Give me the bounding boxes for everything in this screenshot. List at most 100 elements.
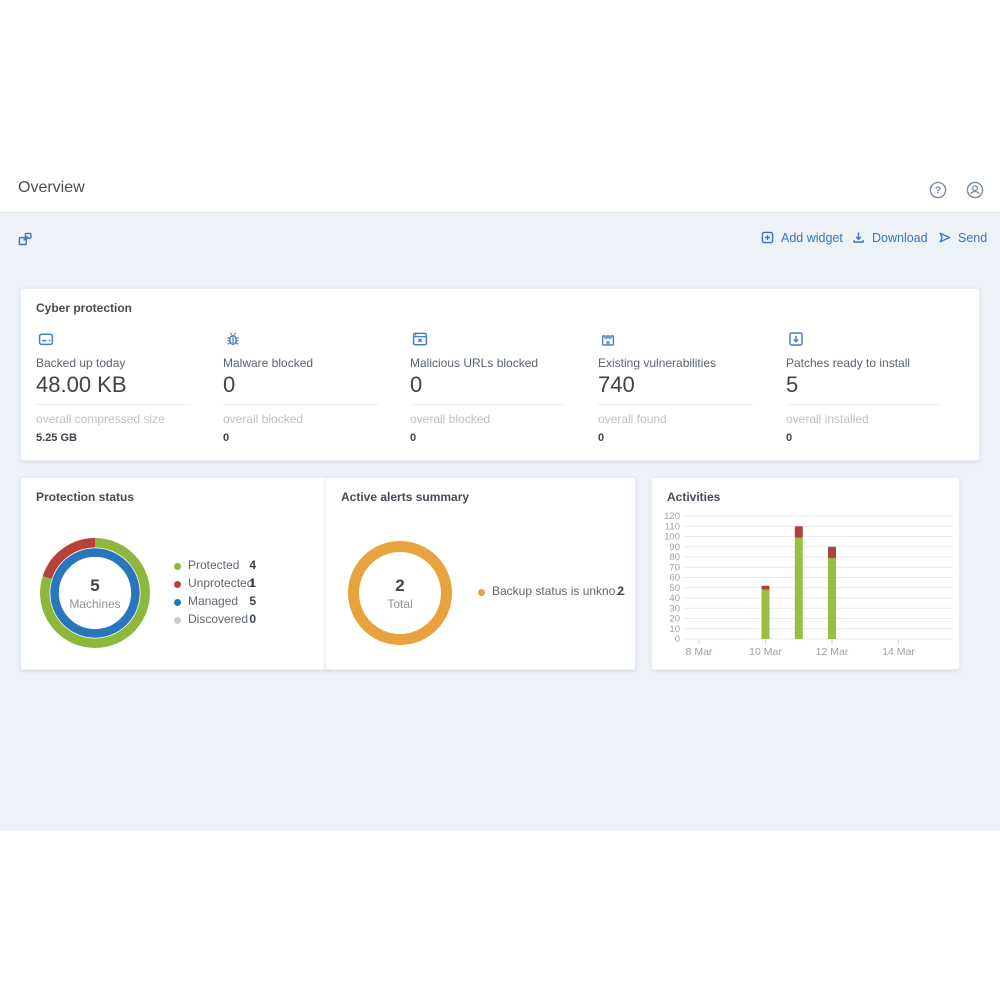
legend-label: Unprotected: [188, 576, 254, 590]
stat-value: 0: [410, 372, 423, 397]
ring-managed: [50, 548, 140, 638]
malware-bug-icon: [223, 329, 243, 349]
stat-sub-value: 0: [786, 432, 793, 444]
legend-dot: [478, 589, 485, 596]
stat-sub-value: 0: [598, 432, 605, 444]
x-tick-label: 10 Mar: [749, 646, 782, 658]
account-icon[interactable]: [966, 181, 984, 199]
add-widget-label: Add widget: [781, 230, 843, 245]
stat-malicious-urls-blocked: Malicious URLs blocked 0 overall blocked 0: [410, 289, 585, 460]
legend-item-unprotected: Unprotected 1: [174, 576, 256, 594]
help-icon[interactable]: ?: [929, 181, 947, 199]
legend-value: 2: [617, 584, 624, 598]
protection-status-donut: [40, 538, 150, 648]
add-widget-button[interactable]: Add widget: [760, 230, 843, 245]
download-button[interactable]: Download: [851, 230, 928, 245]
legend-label: Protected: [188, 558, 240, 572]
stat-sub-label: overall installed: [786, 412, 869, 426]
bar-segment-red: [828, 546, 836, 559]
legend-item-backup-status-is-unkno: Backup status is unkno... 2: [478, 584, 626, 602]
stat-patches-ready-to-install: Patches ready to install 5 overall install…: [786, 289, 961, 460]
stat-sub-value: 0: [223, 432, 230, 444]
header-divider: [0, 212, 1000, 213]
legend-dot: [174, 617, 181, 624]
malicious-url-icon: [410, 329, 430, 349]
x-tick-label: 12 Mar: [816, 646, 849, 658]
stat-divider: [598, 404, 753, 405]
backup-drive-icon: [36, 329, 56, 349]
active-alerts-legend: Backup status is unkno... 2: [478, 584, 626, 602]
legend-item-discovered: Discovered 0: [174, 612, 256, 630]
bar-segment-green: [828, 558, 836, 639]
x-tick-label: 8 Mar: [686, 646, 713, 658]
legend-dot: [174, 599, 181, 606]
legend-label: Managed: [188, 594, 239, 608]
svg-text:?: ?: [935, 185, 941, 197]
stat-backed-up-today: Backed up today 48.00 KB overall compresse…: [36, 289, 211, 460]
bars: [761, 526, 836, 639]
stat-label: Malware blocked: [223, 356, 314, 370]
stat-sub-label: overall blocked: [223, 412, 304, 426]
y-tick-label: 80: [669, 552, 680, 563]
ring-unprotected: [42, 538, 96, 580]
bar-segment-red: [794, 526, 803, 538]
y-tick-label: 10: [669, 624, 680, 635]
stat-sub-value: 5.25 GB: [36, 432, 77, 444]
download-label: Download: [872, 230, 928, 245]
x-axis: 8 Mar 10 Mar 12 Mar 14 Mar: [686, 640, 915, 658]
y-tick-label: 50: [669, 583, 680, 594]
stat-sub-label: overall compressed size: [36, 412, 165, 426]
active-alerts-card: Active alerts summary 2 Total Backup sta…: [325, 477, 636, 670]
card-title: Cyber protection: [36, 301, 133, 315]
protection-status-card: Protection status 5 Machines Protected 4 U…: [20, 477, 331, 670]
protection-status-legend: Protected 4 Unprotected 1 Managed 5 Discovered…: [174, 558, 256, 630]
y-tick-label: 90: [669, 542, 680, 553]
stat-malware-blocked: Malware blocked 0 overall blocked 0: [223, 289, 398, 460]
legend-value: 4: [249, 558, 256, 572]
legend-item-protected: Protected 4: [174, 558, 256, 576]
ring-backup-status-is-unkno: [348, 541, 452, 645]
legend-dot: [174, 581, 181, 588]
legend-label: Backup status is unkno...: [492, 584, 626, 598]
stat-divider: [36, 404, 191, 405]
stat-value: 740: [598, 372, 635, 397]
y-tick-label: 100: [664, 532, 680, 543]
send-button[interactable]: Send: [937, 230, 987, 245]
vulnerability-icon: [598, 329, 618, 349]
stat-label: Existing vulnerabilities: [598, 356, 717, 370]
stat-value: 5: [786, 372, 799, 397]
x-tick-label: 14 Mar: [882, 646, 915, 658]
page-title: Overview: [18, 179, 85, 196]
stat-value: 0: [223, 372, 236, 397]
stat-sub-value: 0: [410, 432, 417, 444]
active-alerts-donut: [348, 541, 452, 645]
cyber-protection-stats: Backed up today 48.00 KB overall compresse…: [21, 289, 979, 460]
stat-existing-vulnerabilities: Existing vulnerabilities 740 overall found…: [598, 289, 773, 460]
legend-value: 0: [249, 612, 256, 626]
stat-divider: [223, 404, 378, 405]
y-tick-label: 30: [669, 604, 680, 615]
ring-protected: [40, 538, 150, 648]
legend-value: 5: [249, 594, 256, 608]
add-widget-icon: [760, 230, 775, 245]
stat-sub-label: overall found: [598, 412, 667, 426]
cyber-protection-card: Cyber protection Backed up today 48.00 KB…: [20, 288, 980, 461]
stat-sub-label: overall blocked: [410, 412, 491, 426]
download-icon: [851, 230, 866, 245]
legend-value: 1: [249, 576, 256, 590]
y-tick-label: 40: [669, 593, 680, 604]
y-tick-label: 120: [664, 511, 680, 522]
bar-segment-green: [794, 537, 803, 639]
card-title: Active alerts summary: [341, 490, 470, 504]
card-title: Protection status: [36, 490, 135, 504]
y-tick-label: 60: [669, 573, 680, 584]
stat-value: 48.00 KB: [36, 372, 127, 397]
send-label: Send: [958, 230, 988, 245]
legend-label: Discovered: [188, 612, 249, 626]
legend-item-managed: Managed 5: [174, 594, 256, 612]
bar-segment-green: [761, 589, 770, 639]
expand-icon[interactable]: [16, 230, 34, 248]
legend-dot: [174, 563, 181, 570]
